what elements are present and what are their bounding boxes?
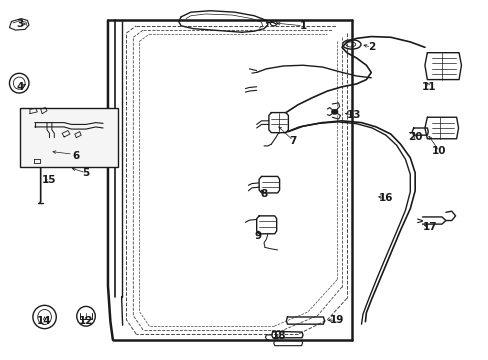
Text: 5: 5 (82, 168, 89, 178)
Text: 6: 6 (73, 150, 80, 161)
Text: 3: 3 (17, 19, 24, 29)
Text: 8: 8 (260, 189, 267, 199)
Text: 12: 12 (79, 316, 93, 325)
Text: 11: 11 (421, 82, 435, 92)
Text: 2: 2 (367, 42, 374, 52)
Text: 14: 14 (37, 316, 52, 325)
FancyBboxPatch shape (20, 108, 118, 167)
Text: 19: 19 (329, 315, 344, 325)
Text: 20: 20 (407, 132, 422, 142)
Text: 4: 4 (17, 82, 24, 92)
Text: 16: 16 (378, 193, 392, 203)
Text: 17: 17 (422, 222, 436, 231)
Text: 9: 9 (254, 231, 261, 240)
Text: 18: 18 (271, 331, 285, 341)
Text: 15: 15 (42, 175, 57, 185)
Text: 1: 1 (299, 21, 306, 31)
Text: 7: 7 (289, 136, 296, 145)
Text: 10: 10 (431, 146, 446, 156)
Text: 13: 13 (346, 111, 361, 121)
Circle shape (331, 110, 337, 114)
